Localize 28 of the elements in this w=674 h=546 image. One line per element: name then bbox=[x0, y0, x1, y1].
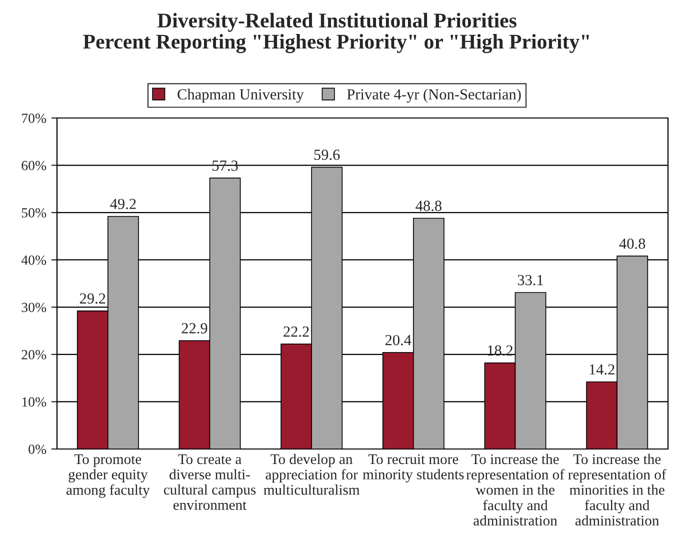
chart-title: Diversity-Related Institutional Priorities Percent Reporting "Highest Priority" or "High Priority" bbox=[83, 12, 589, 54]
data-label: 48.8 bbox=[416, 200, 442, 212]
legend-label: Chapman University bbox=[178, 88, 304, 103]
x-tick-label: To develop an appreciation for multiculturalism bbox=[264, 454, 360, 495]
x-tick-label: To increase the representation of minorities in the faculty and administration bbox=[568, 454, 666, 526]
y-tick-label: 30% bbox=[22, 302, 46, 312]
x-tick-label: To create a diverse multi- cultural campus environment bbox=[164, 454, 256, 510]
data-label: 22.2 bbox=[284, 326, 309, 337]
y-tick-label: 50% bbox=[22, 208, 46, 218]
y-tick-label: 60% bbox=[22, 160, 46, 170]
y-tick-label: 70% bbox=[22, 114, 46, 123]
data-label: 59.6 bbox=[314, 150, 340, 160]
data-label: 18.2 bbox=[488, 345, 512, 356]
data-label: 14.2 bbox=[590, 364, 614, 375]
y-tick-label: 0% bbox=[28, 444, 46, 454]
x-tick-label: To recruit more minority students bbox=[362, 454, 464, 482]
data-label: 33.1 bbox=[518, 274, 543, 286]
y-tick-label: 40% bbox=[21, 255, 46, 265]
x-tick-label: To increase the representation of women in the faculty and administration bbox=[466, 454, 564, 526]
data-label: 20.4 bbox=[385, 334, 412, 346]
data-label: 40.8 bbox=[619, 238, 646, 249]
y-tick-label: 20% bbox=[22, 350, 46, 360]
legend-label: Private 4-yr (Non-Sectarian) bbox=[347, 88, 521, 103]
y-tick-label: 10% bbox=[22, 397, 46, 407]
data-label: 49.2 bbox=[110, 198, 136, 210]
x-tick-label: To promote gender equity among faculty bbox=[66, 454, 150, 498]
data-label: 22.9 bbox=[182, 323, 208, 334]
data-label: 29.2 bbox=[80, 293, 106, 304]
